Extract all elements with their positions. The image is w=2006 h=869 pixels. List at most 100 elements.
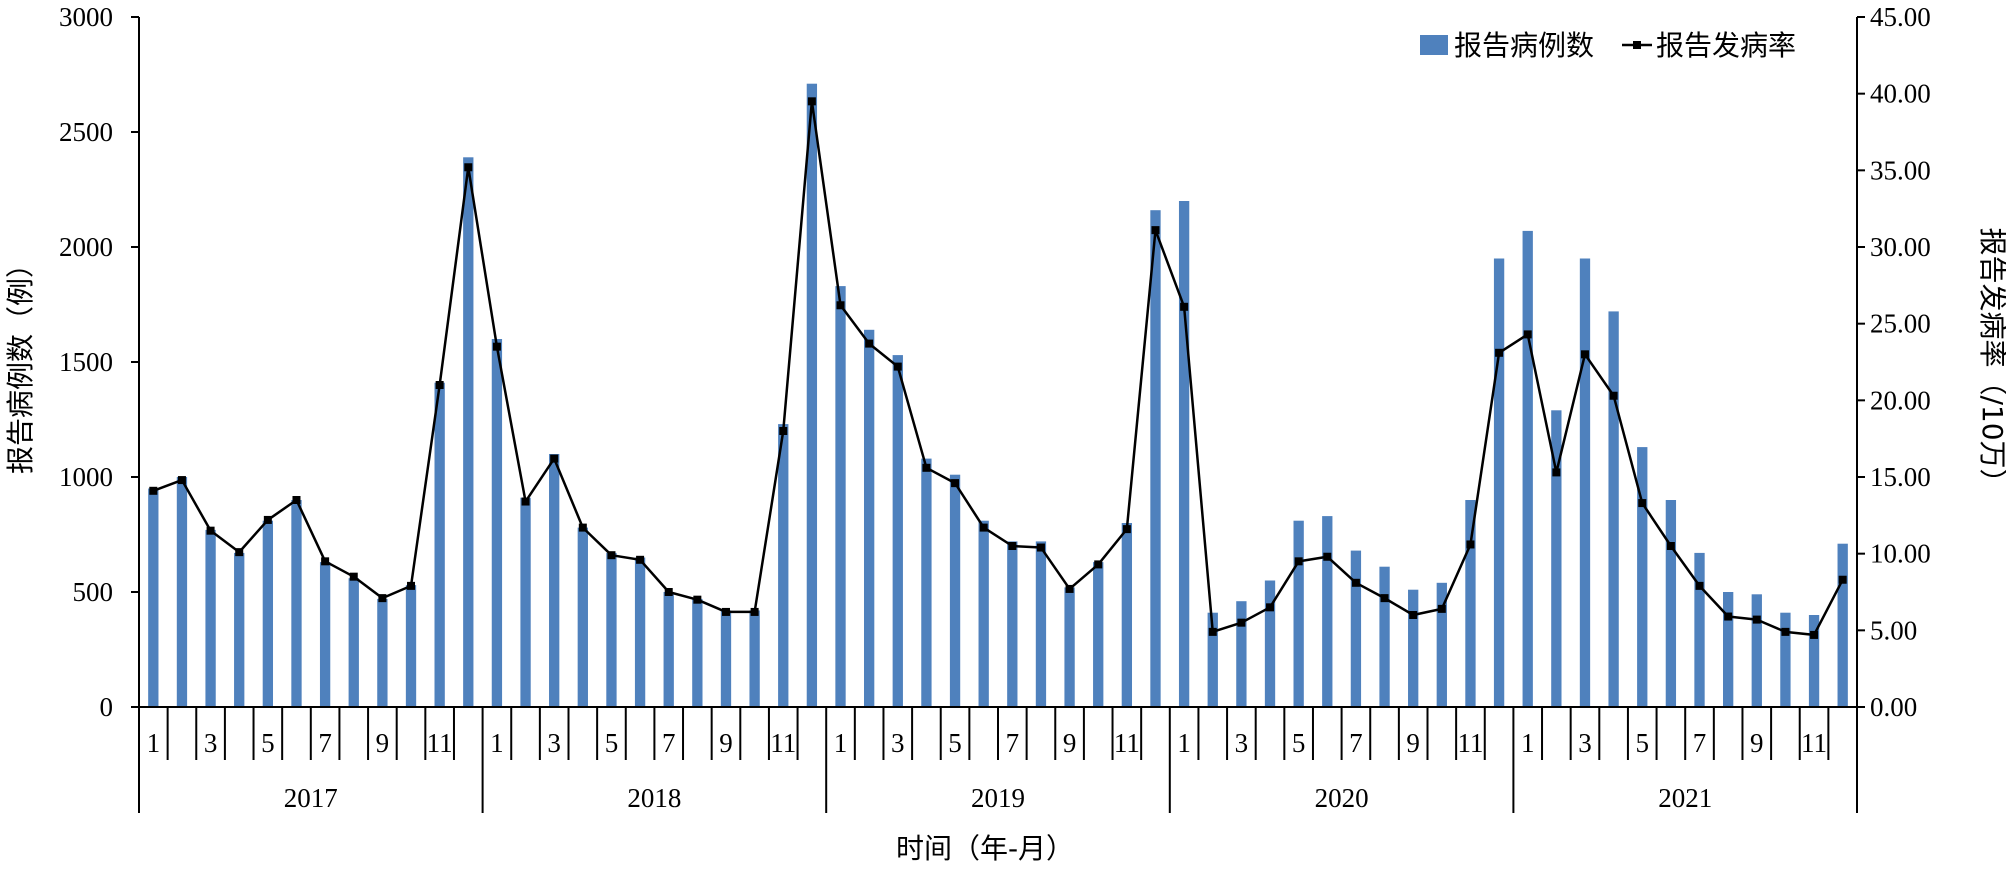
rate-point — [1810, 630, 1819, 639]
right-tick-label: 10.00 — [1870, 539, 1931, 569]
rate-point — [693, 595, 702, 604]
bar — [634, 557, 646, 707]
y-right-axis-title: 报告发病率（/10万） — [1976, 227, 2006, 496]
rate-point — [435, 381, 444, 389]
left-tick-label: 2500 — [59, 117, 113, 147]
rate-point — [407, 581, 416, 590]
month-label: 7 — [318, 728, 332, 758]
bar-series — [148, 83, 1848, 708]
bar — [1379, 566, 1390, 707]
rate-point — [206, 526, 215, 535]
right-tick-label: 30.00 — [1870, 232, 1931, 262]
rate-point — [1666, 542, 1675, 550]
year-label: 2019 — [971, 783, 1025, 813]
rate-point — [1695, 581, 1704, 590]
rate-point — [464, 163, 473, 172]
month-label: 5 — [605, 728, 619, 758]
bar — [1035, 541, 1047, 707]
rate-point — [922, 463, 931, 472]
month-label: 1 — [1177, 728, 1191, 758]
month-label: 1 — [834, 728, 848, 758]
bar — [348, 578, 359, 707]
month-label: 9 — [1406, 728, 1420, 758]
bar — [549, 454, 560, 707]
bar — [1408, 589, 1419, 707]
right-tick-label: 0.00 — [1870, 692, 1917, 722]
bar — [1322, 516, 1333, 707]
bar — [778, 424, 789, 707]
bar — [1093, 562, 1104, 707]
left-tick-label: 500 — [73, 577, 114, 607]
bar — [1293, 520, 1304, 707]
rate-point — [1409, 611, 1418, 619]
rate-point — [1065, 584, 1074, 593]
rate-point — [1237, 618, 1246, 627]
rate-point — [1294, 557, 1303, 566]
left-tick-label: 2000 — [59, 232, 113, 262]
rate-point — [235, 548, 244, 557]
bar — [1665, 500, 1677, 707]
bar — [291, 500, 302, 707]
bar — [1064, 587, 1075, 707]
y-left-axis-title: 报告病例数（例） — [4, 250, 37, 474]
month-label: 3 — [204, 728, 218, 758]
rate-point — [1036, 543, 1045, 552]
bar — [176, 477, 188, 707]
rate-point — [1122, 525, 1131, 534]
month-label: 1 — [1521, 728, 1535, 758]
bar — [1264, 580, 1276, 707]
month-label: 11 — [1801, 728, 1827, 758]
month-label: 5 — [948, 728, 962, 758]
rate-point — [1266, 603, 1275, 612]
rate-point — [1580, 350, 1589, 359]
rate-point — [578, 523, 587, 532]
bar — [234, 552, 245, 707]
bar — [1121, 523, 1133, 707]
bar — [520, 497, 531, 707]
right-axis-ticks: 0.00 5.00 10.00 15.00 20.00 25.00 30.00 35.00 40… — [1857, 2, 1931, 722]
month-label: 9 — [376, 728, 390, 758]
left-axis-ticks: 0 500 1000 1500 2000 2500 3000 — [59, 2, 139, 722]
rate-point — [1351, 578, 1360, 587]
rate-point — [1008, 542, 1017, 550]
bar — [921, 458, 932, 707]
bar — [1493, 258, 1505, 707]
bar — [1007, 541, 1018, 707]
right-tick-label: 35.00 — [1870, 155, 1931, 185]
year-label: 2018 — [627, 783, 681, 813]
month-label: 7 — [1006, 728, 1020, 758]
bar — [148, 488, 159, 707]
bar — [1522, 230, 1533, 707]
rate-point — [1466, 540, 1475, 549]
month-label: 7 — [1693, 728, 1707, 758]
right-tick-label: 25.00 — [1870, 309, 1931, 339]
bar — [1808, 615, 1820, 707]
rate-point — [807, 97, 816, 106]
bar — [205, 529, 216, 707]
rate-point — [664, 588, 673, 596]
rate-point — [177, 476, 186, 485]
rate-point — [1380, 594, 1389, 603]
bar — [949, 474, 961, 707]
bar — [1207, 612, 1218, 707]
rate-point — [1151, 226, 1160, 235]
bar — [377, 598, 388, 707]
bar — [749, 610, 760, 707]
bar — [663, 592, 674, 707]
month-label: 11 — [770, 728, 796, 758]
rate-point — [1552, 468, 1561, 477]
month-label: 9 — [719, 728, 733, 758]
bar — [463, 157, 474, 708]
year-label: 2017 — [284, 783, 338, 813]
rate-point — [1323, 552, 1332, 561]
rate-point — [263, 515, 272, 524]
rate-point — [378, 594, 387, 603]
month-label: 3 — [547, 728, 561, 758]
month-label: 9 — [1750, 728, 1764, 758]
rate-point — [1523, 330, 1532, 339]
month-label: 7 — [662, 728, 676, 758]
bar — [405, 585, 417, 707]
legend-line-marker — [1633, 41, 1641, 49]
rate-point — [1094, 560, 1103, 569]
